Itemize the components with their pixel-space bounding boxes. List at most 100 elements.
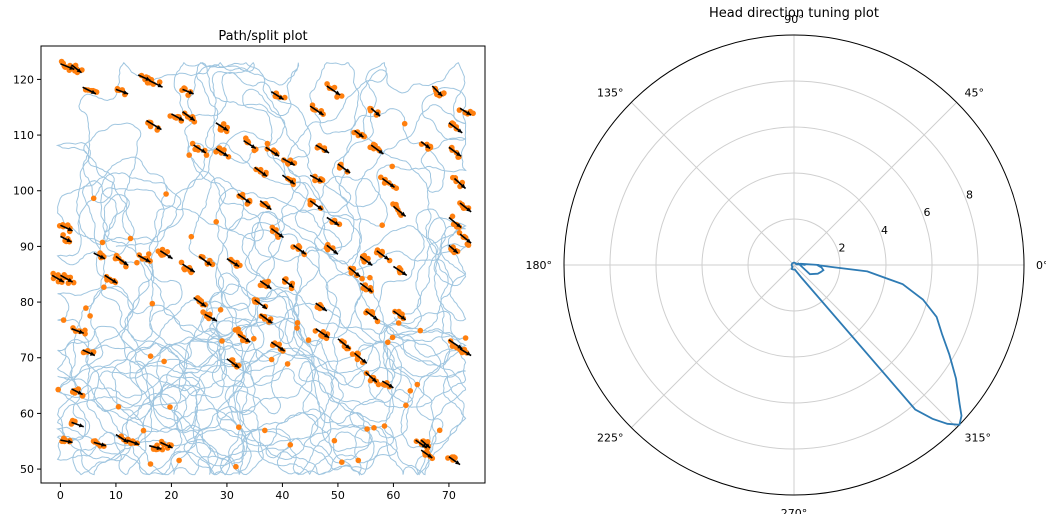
angle-label: 90° [784,13,804,26]
angle-label: 0° [1036,259,1046,272]
spike-point [91,196,97,202]
spike-point [294,325,300,331]
spike-point [288,442,294,448]
spike-point [251,336,257,342]
spike-point [219,338,225,344]
y-tick-label: 90 [20,240,34,253]
spike-point [415,382,421,388]
angular-gridline [631,102,794,265]
spike-point [376,382,382,388]
angle-label: 225° [597,432,624,445]
spike-point [371,425,377,431]
spike-point [262,428,268,434]
spike-point [218,307,224,313]
spike-point [285,361,291,367]
spike-point [437,428,443,434]
spike-point [116,404,122,410]
spike-point [134,260,140,266]
spike-point [470,111,476,117]
radius-label: 8 [966,189,973,202]
spike-point [233,327,239,333]
spike-point [161,359,167,365]
spike-point [463,335,469,341]
spike-point [213,219,219,225]
spike-point [295,320,301,326]
path-plot-title: Path/split plot [218,29,307,44]
angle-label: 315° [965,432,992,445]
spike-point [457,107,463,113]
spike-point [379,222,385,228]
spike-point [306,337,312,343]
spike-point [252,148,258,154]
spike-point [396,320,402,326]
spike-point [382,423,388,429]
path-plot-frame [41,46,485,483]
spike-point [389,164,395,170]
spike-point [233,464,239,470]
y-tick-label: 70 [20,352,34,365]
angular-gridline [794,102,957,265]
x-axis: 0 10 20 30 40 50 60 70 [57,483,456,502]
x-tick-label: 40 [275,489,289,502]
spike-point [83,305,89,311]
x-tick-label: 50 [331,489,345,502]
x-tick-label: 10 [109,489,123,502]
spike-point [148,353,154,359]
spike-point [385,340,391,346]
spike-point [141,428,147,434]
spike-point [408,388,414,394]
angle-label: 135° [597,86,624,99]
tuning-curve-line [792,263,962,425]
spike-point [356,458,362,464]
spike-point [128,236,134,242]
angle-label: 45° [965,86,985,99]
y-tick-label: 100 [13,185,34,198]
polar-angle-labels: 0° 45° 90° 135° 180° 225° 270° 315° [526,13,1046,514]
spike-point [394,185,400,191]
radius-label: 4 [881,224,888,237]
polar-radius-labels: 2 4 6 8 [838,189,972,255]
spike-point [167,404,173,410]
y-tick-label: 50 [20,463,34,476]
head-direction-panel: Head direction tuning plot 0°45°90°135°1… [526,6,1046,514]
polar-grid [564,35,1024,495]
spike-point [176,458,182,464]
y-tick-label: 60 [20,407,34,420]
spike-point [265,141,271,147]
spike-point [186,152,192,158]
angular-gridline [794,265,957,428]
y-tick-label: 80 [20,296,34,309]
path-split-panel: Path/split plot 0 10 20 30 40 50 60 70 50 60 70 80… [13,29,485,502]
spike-point [403,403,409,409]
x-tick-label: 0 [57,489,64,502]
radius-label: 6 [923,206,930,219]
radius-label: 2 [838,241,845,254]
spike-point [269,357,275,363]
x-tick-label: 20 [164,489,178,502]
x-tick-label: 60 [386,489,400,502]
spike-point [150,301,156,307]
x-tick-label: 70 [442,489,456,502]
spike-point [189,234,195,240]
angle-label: 270° [781,507,808,514]
spike-point [61,317,67,323]
tuning-curve [792,263,962,425]
angular-gridline [631,265,794,428]
spike-point [364,426,370,432]
x-tick-label: 30 [220,489,234,502]
spike-point [148,461,154,467]
y-tick-label: 120 [13,73,34,86]
spike-point [266,279,272,285]
angle-label: 180° [526,259,553,272]
spike-point [100,240,106,246]
spike-points [50,59,476,470]
spike-point [163,191,169,197]
spike-point [339,459,345,465]
spike-point [87,313,93,319]
spike-point [390,335,396,341]
spike-point [367,275,373,281]
spike-point [402,121,408,127]
spike-point [332,438,338,444]
